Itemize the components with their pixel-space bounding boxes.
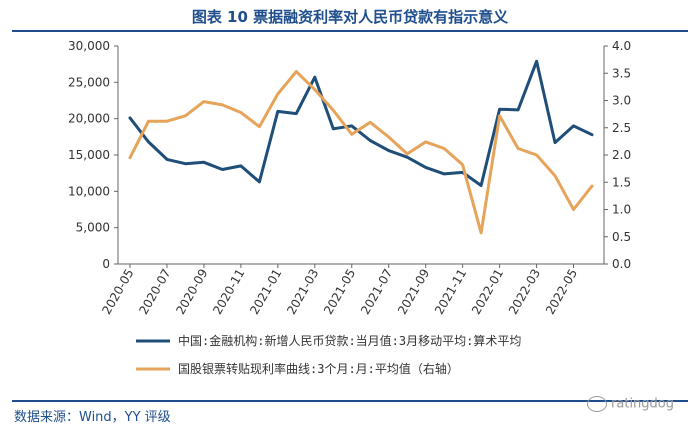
x-tick-label: 2020-07 (136, 267, 173, 317)
right-tick-label: 3.5 (612, 66, 631, 80)
x-tick-label: 2021-03 (284, 267, 321, 317)
loan-data-point (590, 133, 594, 136)
bill-rate-series-line (128, 70, 594, 235)
loan-data-point (572, 124, 575, 128)
loan-data-point (258, 180, 261, 184)
data-source: 数据来源：Wind，YY 评级 (14, 410, 171, 425)
right-tick-label: 2.0 (612, 148, 631, 162)
title-top-rule (12, 30, 688, 32)
watermark: ratingdog (587, 396, 674, 412)
loan-data-point (184, 162, 187, 165)
x-tick-label: 2021-07 (358, 267, 395, 317)
loan-data-point (387, 149, 390, 152)
x-tick-label: 2022-05 (543, 267, 580, 317)
loan-data-point (295, 112, 298, 115)
loan-data-point (221, 168, 224, 171)
bill-rate-data-point (535, 153, 538, 157)
loan-data-point (332, 127, 335, 130)
loan-data-point (406, 156, 409, 159)
bill-rate-data-point (128, 156, 132, 159)
loan-data-point (553, 141, 557, 144)
bill-rate-data-point (295, 70, 298, 73)
x-tick-label: 2021-11 (432, 267, 469, 317)
bill-rate-data-point (350, 133, 353, 136)
bill-rate-data-point (424, 140, 427, 144)
bill-rate-data-point (443, 147, 446, 150)
x-tick-label: 2022-01 (469, 266, 506, 316)
right-tick-label: 3.0 (612, 94, 631, 108)
loan-data-point (350, 124, 353, 128)
loan-data-point (313, 76, 316, 79)
bill-rate-data-point (461, 163, 464, 166)
bill-rate-data-point (184, 114, 187, 118)
loan-series-line (128, 59, 594, 187)
loan-data-point (239, 164, 243, 168)
left-tick-label: 30,000 (68, 39, 110, 53)
bill-rate-data-point (369, 121, 372, 124)
left-tick-label: 0 (102, 257, 110, 271)
x-tick-label: 2022-03 (506, 267, 543, 317)
right-tick-label: 1.0 (612, 203, 631, 217)
right-tick-label: 0.0 (612, 257, 631, 271)
loan-data-point (516, 108, 520, 112)
legend-label-bill-rate: 国股银票转贴现利率曲线:3个月:月:平均值（右轴） (178, 361, 459, 376)
bill-rate-data-point (258, 125, 261, 128)
bill-rate-data-point (239, 111, 243, 114)
bill-rate-data-point (406, 152, 409, 156)
right-tick-label: 2.5 (612, 121, 631, 135)
right-tick-label: 0.5 (612, 230, 631, 244)
bill-rate-data-point (479, 231, 483, 235)
x-tick-label: 2020-05 (99, 267, 136, 317)
loan-data-point (128, 116, 132, 120)
loan-data-point (535, 60, 538, 63)
loan-data-point (443, 172, 446, 176)
bill-rate-data-point (387, 135, 390, 139)
x-tick-label: 2021-01 (247, 267, 284, 317)
loan-data-point (165, 158, 169, 161)
loan-data-point (202, 161, 206, 164)
left-tick-label: 10,000 (68, 184, 110, 198)
bill-rate-data-point (332, 109, 335, 112)
left-tick-label: 20,000 (68, 112, 110, 126)
chart-title: 图表 10 票据融资利率对人民币贷款有指示意义 (191, 8, 509, 26)
footer-rule (12, 400, 688, 402)
right-tick-label: 4.0 (612, 39, 631, 53)
bill-rate-data-point (276, 92, 279, 96)
watermark-text: ratingdog (611, 396, 674, 412)
loan-data-point (369, 139, 372, 142)
bill-rate-data-point (165, 120, 169, 123)
x-tick-label: 2021-05 (321, 267, 358, 317)
bill-rate-data-point (313, 88, 316, 91)
bill-rate-data-point (590, 184, 594, 188)
bill-rate-data-point (498, 114, 501, 118)
bill-rate-data-point (572, 208, 575, 211)
x-tick-label: 2021-09 (395, 267, 432, 317)
left-tick-label: 15,000 (68, 148, 110, 162)
wechat-icon (587, 396, 608, 412)
bill-rate-data-point (516, 147, 520, 150)
loan-data-point (147, 140, 150, 144)
left-tick-label: 5,000 (76, 221, 110, 235)
bill-rate-data-point (221, 103, 224, 107)
loan-data-point (498, 108, 501, 111)
legend-label-loan: 中国:金融机构:新增人民币贷款:当月值:3月移动平均:算术平均 (178, 333, 521, 348)
right-tick-label: 1.5 (612, 175, 631, 189)
bill-rate-data-point (202, 100, 206, 103)
x-tick-label: 2020-11 (210, 267, 247, 317)
x-tick-label: 2020-09 (173, 267, 210, 317)
loan-data-point (276, 110, 279, 113)
loan-data-point (479, 184, 483, 187)
bill-rate-data-point (553, 174, 557, 177)
left-tick-label: 25,000 (68, 75, 110, 89)
loan-data-point (424, 166, 427, 169)
bill-rate-data-point (147, 120, 150, 123)
